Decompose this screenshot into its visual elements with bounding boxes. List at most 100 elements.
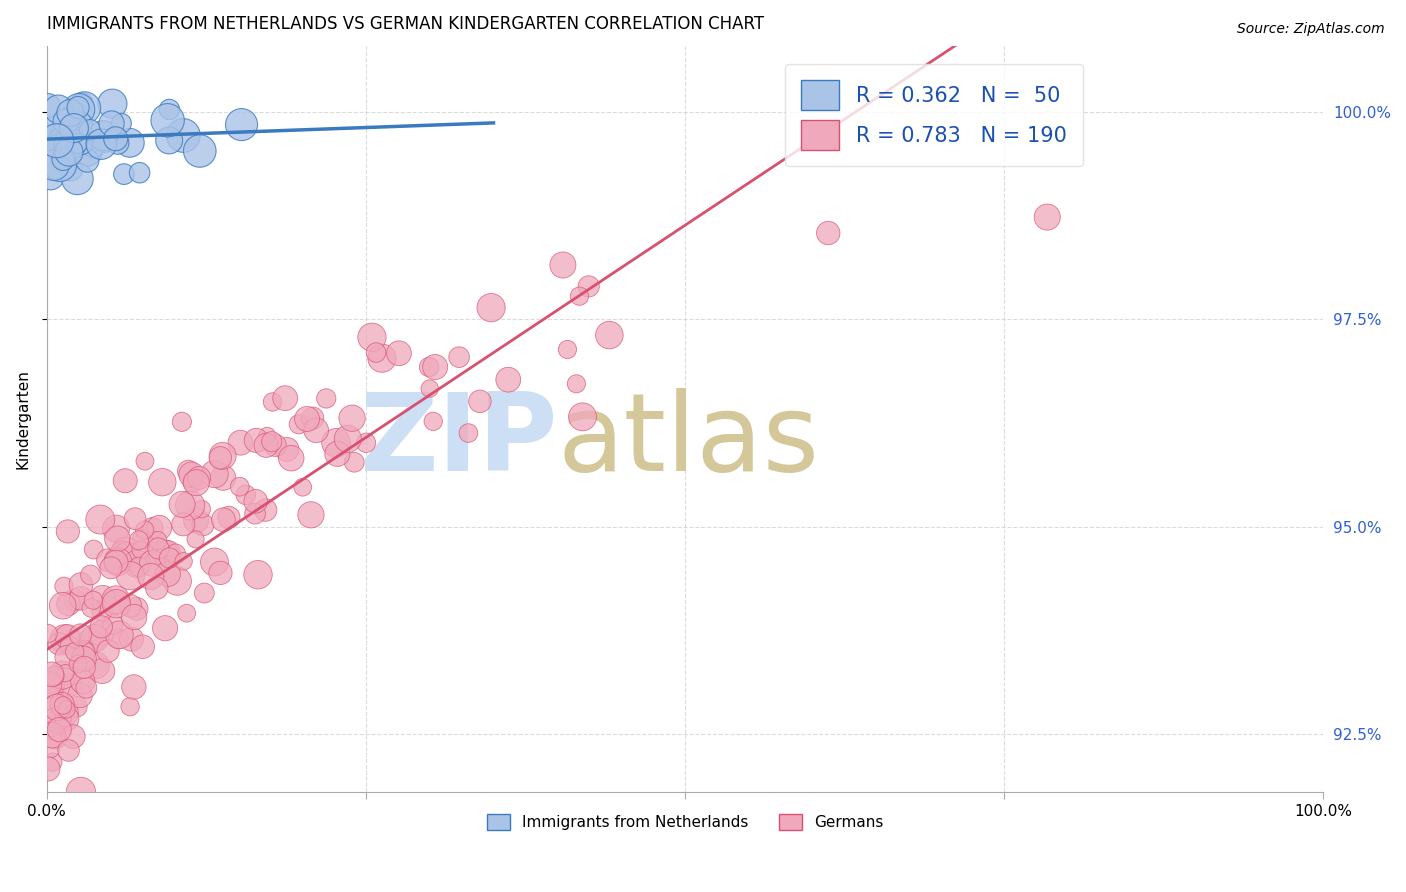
Point — [295, 412, 318, 426]
Point — [63, 593, 86, 607]
Point — [67, 101, 90, 115]
Point — [115, 549, 138, 564]
Point — [70, 577, 93, 591]
Point — [41, 728, 63, 742]
Point — [52, 153, 75, 167]
Point — [90, 626, 112, 640]
Point — [336, 432, 359, 446]
Point — [157, 133, 180, 147]
Point — [159, 551, 181, 566]
Point — [172, 497, 194, 511]
Point — [173, 554, 195, 568]
Point — [42, 755, 65, 769]
Point — [37, 626, 59, 640]
Point — [128, 559, 150, 574]
Point — [118, 136, 141, 150]
Point — [39, 678, 62, 692]
Point — [59, 105, 82, 120]
Point — [39, 128, 62, 143]
Text: Source: ZipAtlas.com: Source: ZipAtlas.com — [1237, 22, 1385, 37]
Point — [125, 602, 148, 616]
Point — [419, 382, 441, 396]
Point — [52, 131, 75, 145]
Point — [51, 668, 73, 682]
Point — [48, 141, 70, 155]
Point — [156, 113, 179, 128]
Point — [107, 532, 129, 546]
Point — [79, 123, 101, 137]
Point — [122, 610, 145, 624]
Point — [170, 415, 193, 429]
Point — [422, 414, 444, 428]
Point — [63, 121, 86, 136]
Point — [568, 289, 591, 303]
Point — [59, 126, 82, 140]
Point — [42, 158, 65, 172]
Point — [180, 467, 202, 482]
Point — [315, 392, 337, 406]
Point — [247, 567, 270, 582]
Point — [55, 650, 77, 665]
Point — [184, 533, 207, 547]
Point — [44, 731, 66, 745]
Point — [423, 359, 446, 374]
Point — [287, 417, 309, 432]
Point — [598, 328, 620, 343]
Point — [79, 568, 101, 582]
Point — [39, 123, 62, 137]
Point — [100, 561, 122, 575]
Point — [52, 579, 75, 593]
Point — [107, 632, 129, 646]
Point — [80, 601, 103, 615]
Point — [340, 411, 363, 425]
Point — [41, 716, 63, 731]
Point — [153, 546, 176, 560]
Point — [53, 706, 76, 720]
Point — [37, 762, 59, 776]
Point — [218, 510, 240, 524]
Point — [56, 712, 79, 726]
Point — [128, 166, 150, 180]
Y-axis label: Kindergarten: Kindergarten — [15, 369, 30, 469]
Point — [70, 127, 93, 141]
Point — [557, 343, 579, 357]
Point — [388, 346, 411, 360]
Point — [131, 640, 153, 654]
Point — [39, 169, 62, 184]
Point — [120, 599, 142, 613]
Point — [184, 513, 207, 527]
Point — [100, 116, 122, 130]
Point — [131, 532, 153, 546]
Point — [72, 654, 94, 668]
Point — [177, 464, 200, 478]
Point — [243, 507, 266, 521]
Point — [38, 690, 60, 705]
Point — [52, 698, 75, 713]
Point — [82, 593, 104, 607]
Point — [204, 467, 226, 481]
Point — [571, 409, 593, 424]
Point — [48, 102, 70, 116]
Point — [188, 471, 211, 485]
Point — [326, 447, 349, 461]
Point — [42, 669, 65, 683]
Point — [56, 630, 79, 644]
Point — [280, 451, 302, 466]
Point — [343, 455, 366, 469]
Point — [55, 666, 77, 681]
Point — [84, 658, 107, 673]
Point — [299, 508, 322, 522]
Point — [55, 702, 77, 716]
Point — [235, 488, 257, 502]
Point — [110, 116, 132, 130]
Point — [46, 712, 69, 726]
Point — [70, 96, 93, 111]
Point — [91, 128, 114, 143]
Point — [91, 604, 114, 618]
Point — [52, 599, 75, 613]
Point — [157, 546, 180, 560]
Point — [114, 544, 136, 558]
Point — [186, 475, 208, 490]
Point — [90, 620, 112, 634]
Point — [59, 136, 82, 151]
